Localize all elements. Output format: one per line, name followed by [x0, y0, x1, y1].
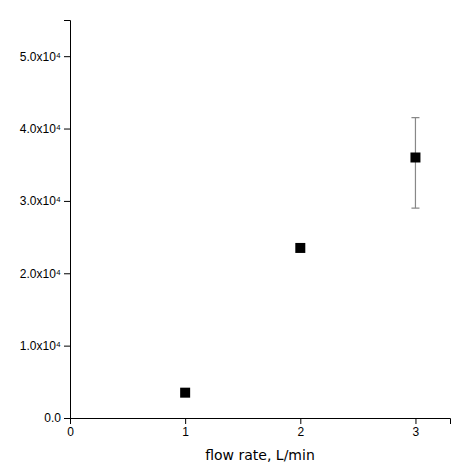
- tick: 1.0x10⁴: [20, 339, 70, 353]
- tick-label: 3.0x10⁴: [20, 194, 61, 208]
- point: [180, 388, 190, 398]
- tick: 3: [413, 418, 420, 439]
- error-bars: [411, 118, 419, 208]
- tick: 0: [67, 418, 74, 439]
- x-axis: 0 1 2 3: [67, 418, 450, 439]
- tick-mark: [64, 56, 70, 57]
- marks: [180, 118, 420, 398]
- plot: 0 1 2 3 0.0 1.0x10⁴ 2.0x10⁴ 3.0x10⁴ 4.0x10⁴ 5.0x1…: [20, 21, 451, 439]
- points: [180, 152, 420, 397]
- tick-label: 0: [67, 425, 74, 439]
- tick: 0.0: [44, 411, 70, 425]
- tick-label: 5.0x10⁴: [20, 50, 61, 64]
- point: [295, 243, 305, 253]
- tick-label: 2.0x10⁴: [20, 267, 61, 281]
- tick-label: 3: [413, 425, 420, 439]
- error-bar: [411, 118, 419, 208]
- tick: 3.0x10⁴: [20, 194, 70, 208]
- tick-mark: [415, 418, 416, 424]
- tick: 1: [182, 418, 189, 439]
- x-axis-title: flow rate, L/min: [205, 447, 315, 463]
- tick-label: 2: [297, 425, 304, 439]
- tick: 2: [297, 418, 304, 439]
- tick-label: 1.0x10⁴: [20, 339, 61, 353]
- tick: 5.0x10⁴: [20, 50, 70, 64]
- tick-mark: [64, 201, 70, 202]
- point: [410, 152, 420, 162]
- tick-label: 1: [182, 425, 189, 439]
- tick-label: 4.0x10⁴: [20, 122, 61, 136]
- axis-line: [64, 21, 71, 419]
- tick-label: 0.0: [44, 411, 61, 425]
- tick: 4.0x10⁴: [20, 122, 70, 136]
- tick-mark: [300, 418, 301, 424]
- tick: 2.0x10⁴: [20, 267, 70, 281]
- axis-line: [71, 419, 451, 425]
- tick-mark: [185, 418, 186, 424]
- tick-mark: [64, 273, 70, 274]
- tick-mark: [64, 129, 70, 130]
- tick-mark: [64, 418, 70, 419]
- tick-mark: [64, 346, 70, 347]
- y-axis: 0.0 1.0x10⁴ 2.0x10⁴ 3.0x10⁴ 4.0x10⁴ 5.0x10⁴: [20, 21, 71, 426]
- chart: 0 1 2 3 0.0 1.0x10⁴ 2.0x10⁴ 3.0x10⁴ 4.0x10⁴ 5.0x1…: [0, 0, 474, 474]
